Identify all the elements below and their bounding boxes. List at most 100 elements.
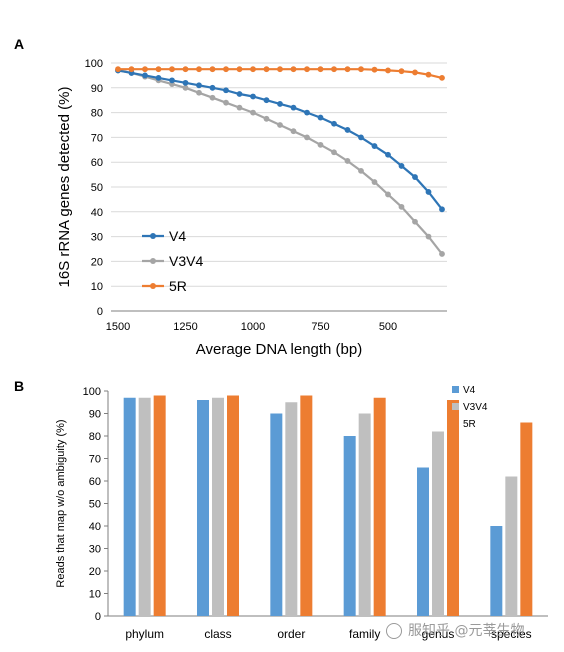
- data-point-5r: [128, 66, 135, 73]
- y-tick-label: 100: [83, 386, 101, 398]
- data-point-v4: [182, 79, 189, 86]
- data-point-v4: [290, 104, 297, 111]
- bar-v4: [417, 467, 429, 616]
- y-axis-title: Reads that map w/o ambiguity (%): [55, 419, 67, 587]
- data-point-v3v4: [236, 104, 243, 111]
- legend-label-5r: 5R: [169, 278, 187, 294]
- y-tick-label: 0: [95, 611, 101, 623]
- y-tick-label: 80: [89, 431, 101, 443]
- data-point-5r: [385, 67, 391, 74]
- y-tick-label: 70: [89, 454, 101, 466]
- y-tick-label: 60: [91, 157, 103, 169]
- data-point-v4: [412, 174, 418, 180]
- data-point-v3v4: [182, 84, 189, 91]
- y-tick-label: 100: [85, 58, 103, 70]
- data-point-5r: [425, 71, 432, 78]
- data-point-v4: [196, 82, 202, 89]
- data-point-5r: [263, 66, 270, 73]
- x-tick-label: genus: [422, 627, 455, 641]
- data-point-v3v4: [209, 94, 216, 101]
- watermark-logo-icon: [386, 623, 402, 639]
- legend-marker-5r: [150, 283, 156, 289]
- data-point-5r: [223, 66, 229, 73]
- x-axis-title: Average DNA length (bp): [196, 341, 363, 358]
- data-point-v4: [250, 93, 256, 100]
- data-point-v4: [317, 114, 324, 121]
- bar-chart: 0 10 20 30 40 50 60 70 80 90 100 Reads that map w/o…: [55, 385, 548, 641]
- x-tick-label: phylum: [125, 627, 164, 641]
- x-tick-label: family: [349, 627, 380, 641]
- bar-5r: [447, 400, 459, 616]
- legend-swatch-v4: [452, 386, 459, 393]
- data-point-5r: [439, 74, 445, 81]
- legend-marker-v3v4: [150, 258, 156, 264]
- data-point-5r: [371, 66, 378, 73]
- bar-v4: [343, 436, 356, 616]
- data-point-v4: [344, 127, 351, 133]
- bar-v3v4: [138, 397, 151, 616]
- data-point-v3v4: [250, 109, 256, 116]
- bar-v4: [270, 413, 283, 616]
- data-point-v3v4: [371, 179, 378, 185]
- data-point-v4: [263, 97, 270, 104]
- data-point-5r: [169, 66, 175, 73]
- bar-5r: [373, 397, 386, 616]
- x-tick-label: species: [491, 627, 532, 641]
- legend-label-v4: V4: [463, 385, 476, 396]
- data-point-v3v4: [425, 233, 432, 240]
- data-point-v4: [425, 189, 432, 195]
- data-point-v3v4: [385, 191, 391, 198]
- legend-label-v3v4: V3V4: [463, 402, 488, 413]
- legend-label-v4: V4: [169, 228, 186, 244]
- y-tick-label: 20: [89, 566, 101, 578]
- data-point-v4: [371, 143, 378, 149]
- data-point-v4: [385, 151, 391, 158]
- data-point-5r: [196, 66, 202, 73]
- data-point-v4: [439, 206, 445, 213]
- x-tick-label: 750: [311, 321, 329, 333]
- y-tick-label: 50: [89, 499, 101, 511]
- bar-v3v4: [358, 413, 371, 616]
- data-point-v3v4: [439, 251, 445, 257]
- bar-v3v4: [505, 476, 518, 616]
- data-point-5r: [277, 66, 283, 73]
- data-point-v3v4: [317, 141, 324, 148]
- bar-5r: [520, 422, 533, 616]
- y-tick-label: 20: [91, 256, 103, 268]
- panel-b-label: B: [14, 378, 24, 394]
- data-point-5r: [182, 66, 189, 73]
- y-tick-label: 90: [91, 83, 103, 95]
- data-point-5r: [412, 69, 418, 76]
- data-point-v3v4: [412, 218, 418, 225]
- bar-v3v4: [212, 397, 224, 616]
- data-point-v4: [304, 109, 310, 116]
- data-point-5r: [358, 66, 364, 73]
- data-point-v3v4: [304, 134, 310, 141]
- data-point-5r: [331, 66, 337, 73]
- data-point-v4: [358, 134, 364, 141]
- x-tick-label: 1500: [106, 321, 130, 333]
- y-tick-label: 0: [97, 306, 103, 318]
- x-tick-label: class: [204, 627, 231, 641]
- data-point-v3v4: [358, 167, 364, 174]
- y-tick-label: 10: [91, 281, 103, 293]
- x-tick-label: 1250: [173, 321, 197, 333]
- y-tick-label: 50: [91, 182, 103, 194]
- data-point-v3v4: [196, 89, 202, 96]
- bar-v4: [123, 397, 136, 616]
- data-point-5r: [290, 66, 297, 73]
- legend-label-v3v4: V3V4: [169, 253, 203, 269]
- legend-label-5r: 5R: [463, 419, 476, 430]
- data-point-v3v4: [263, 115, 270, 122]
- y-tick-label: 40: [89, 521, 101, 533]
- data-point-5r: [304, 66, 310, 73]
- data-point-v4: [209, 84, 216, 91]
- data-point-v3v4: [398, 203, 405, 210]
- data-point-v4: [169, 77, 175, 84]
- bar-5r: [227, 395, 239, 616]
- data-point-5r: [209, 66, 216, 73]
- bar-v4: [197, 400, 209, 616]
- y-axis-title: 16S rRNA genes detected (%): [56, 87, 73, 288]
- y-tick-label: 60: [89, 476, 101, 488]
